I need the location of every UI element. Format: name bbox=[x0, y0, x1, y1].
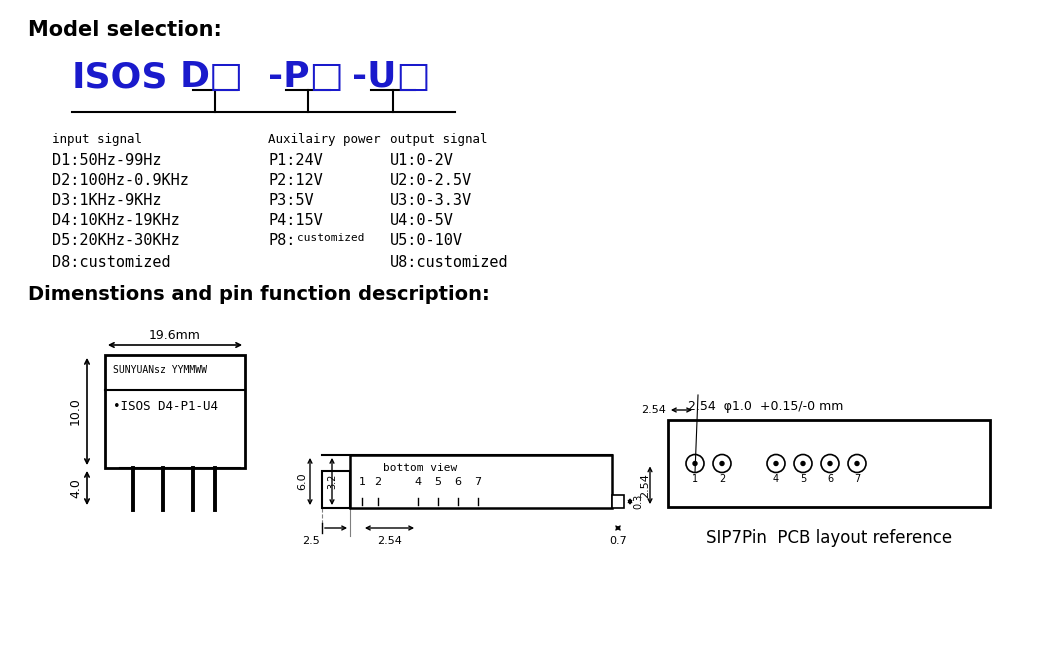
Text: P8:: P8: bbox=[267, 233, 296, 248]
Text: •ISOS D4-P1-U4: •ISOS D4-P1-U4 bbox=[113, 400, 218, 413]
Circle shape bbox=[693, 461, 697, 465]
Text: 5: 5 bbox=[434, 477, 442, 487]
Text: D1:50Hz-99Hz: D1:50Hz-99Hz bbox=[52, 153, 162, 168]
Text: 2.54: 2.54 bbox=[641, 405, 666, 415]
Text: 5: 5 bbox=[800, 474, 806, 485]
Text: 2.54: 2.54 bbox=[640, 473, 650, 498]
Circle shape bbox=[774, 461, 778, 465]
Text: P1:24V: P1:24V bbox=[267, 153, 323, 168]
Text: D□: D□ bbox=[180, 60, 244, 94]
Text: Model selection:: Model selection: bbox=[28, 20, 222, 40]
Text: 2.5: 2.5 bbox=[302, 536, 320, 546]
Text: U1:0-2V: U1:0-2V bbox=[390, 153, 454, 168]
Text: -P□: -P□ bbox=[267, 60, 344, 94]
Text: output signal: output signal bbox=[390, 133, 488, 146]
Text: U5:0-10V: U5:0-10V bbox=[390, 233, 463, 248]
Text: 3.2: 3.2 bbox=[327, 474, 337, 488]
Circle shape bbox=[801, 461, 805, 465]
Text: 6: 6 bbox=[827, 474, 833, 485]
Text: input signal: input signal bbox=[52, 133, 142, 146]
Text: U2:0-2.5V: U2:0-2.5V bbox=[390, 173, 472, 188]
Bar bbox=[668, 420, 990, 507]
Text: 2: 2 bbox=[719, 474, 725, 485]
Text: 7: 7 bbox=[854, 474, 860, 485]
Text: 1: 1 bbox=[692, 474, 698, 485]
Text: bottom view: bottom view bbox=[383, 463, 457, 473]
Bar bbox=[612, 495, 624, 508]
Text: -U□: -U□ bbox=[352, 60, 431, 94]
Text: 7: 7 bbox=[474, 477, 481, 487]
Text: U3:0-3.3V: U3:0-3.3V bbox=[390, 193, 472, 208]
Text: 2.54  φ1.0  +0.15/-0 mm: 2.54 φ1.0 +0.15/-0 mm bbox=[688, 400, 843, 413]
Bar bbox=[350, 455, 612, 508]
Text: D3:1KHz-9KHz: D3:1KHz-9KHz bbox=[52, 193, 162, 208]
Text: 2.54: 2.54 bbox=[377, 536, 402, 546]
Text: P3:5V: P3:5V bbox=[267, 193, 314, 208]
Text: 4: 4 bbox=[414, 477, 422, 487]
Text: P2:12V: P2:12V bbox=[267, 173, 323, 188]
Circle shape bbox=[855, 461, 859, 465]
Text: P4:15V: P4:15V bbox=[267, 213, 323, 228]
Bar bbox=[322, 471, 350, 508]
Text: U8:customized: U8:customized bbox=[390, 255, 509, 270]
Text: ISOS: ISOS bbox=[72, 60, 169, 94]
Text: 4.0: 4.0 bbox=[69, 478, 82, 498]
Text: SUNYUANsz YYMMWW: SUNYUANsz YYMMWW bbox=[113, 365, 207, 375]
Text: customized: customized bbox=[297, 233, 364, 243]
Text: Dimenstions and pin function description:: Dimenstions and pin function description… bbox=[28, 285, 490, 304]
Text: D4:10KHz-19KHz: D4:10KHz-19KHz bbox=[52, 213, 179, 228]
Text: D8:customized: D8:customized bbox=[52, 255, 171, 270]
Text: 6.0: 6.0 bbox=[297, 472, 307, 490]
Text: Auxilairy power: Auxilairy power bbox=[267, 133, 381, 146]
Text: U4:0-5V: U4:0-5V bbox=[390, 213, 454, 228]
Text: 2: 2 bbox=[374, 477, 382, 487]
Text: SIP7Pin  PCB layout reference: SIP7Pin PCB layout reference bbox=[706, 529, 952, 547]
Text: 10.0: 10.0 bbox=[69, 397, 82, 425]
Text: 6: 6 bbox=[454, 477, 462, 487]
Text: 1: 1 bbox=[359, 477, 365, 487]
Bar bbox=[105, 355, 245, 468]
Text: 4: 4 bbox=[773, 474, 779, 485]
Text: D5:20KHz-30KHz: D5:20KHz-30KHz bbox=[52, 233, 179, 248]
Text: 0.3: 0.3 bbox=[633, 494, 643, 509]
Circle shape bbox=[828, 461, 832, 465]
Text: 0.7: 0.7 bbox=[609, 536, 627, 546]
Text: 19.6mm: 19.6mm bbox=[149, 329, 201, 342]
Text: D2:100Hz-0.9KHz: D2:100Hz-0.9KHz bbox=[52, 173, 189, 188]
Circle shape bbox=[720, 461, 724, 465]
